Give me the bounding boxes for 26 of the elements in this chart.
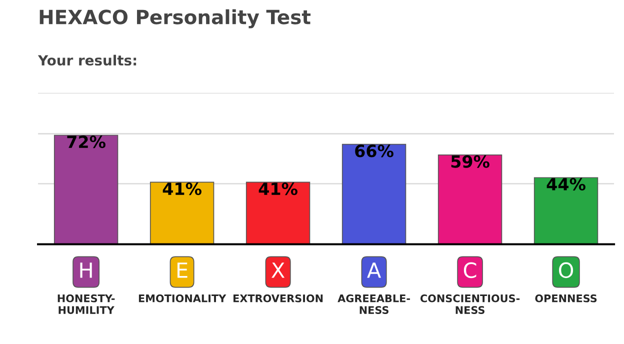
x-tick-label: AGREEABLE- NESS [338, 294, 410, 314]
text: A [367, 262, 381, 278]
text: X [272, 262, 285, 278]
data-label: 59% [451, 155, 490, 168]
x-tick-label: EMOTIONALITY [138, 294, 226, 302]
text: E [178, 262, 188, 278]
x-tick-label: EXTROVERSION [234, 294, 323, 302]
chart-title: HEXACO Personality Test [40, 9, 311, 28]
data-label: 41% [258, 182, 298, 196]
data-label: 72% [67, 136, 106, 148]
x-tick-label: HONESTY- HUMILITY [58, 294, 115, 314]
text: C [464, 262, 476, 278]
text: O [558, 262, 574, 278]
chart-subtitle: Your results: [38, 54, 136, 66]
text: H [80, 262, 92, 278]
bar [438, 154, 502, 244]
bar [150, 182, 214, 244]
bar [246, 182, 310, 244]
data-label: 41% [162, 182, 202, 196]
data-label: 44% [546, 178, 586, 191]
bar [342, 144, 406, 244]
bar [534, 177, 598, 244]
bar [54, 134, 118, 244]
data-label: 66% [355, 144, 394, 158]
x-tick-label: OPENNESS [535, 294, 597, 302]
x-tick-label: CONSCIENTIOUS- NESS [420, 294, 520, 314]
